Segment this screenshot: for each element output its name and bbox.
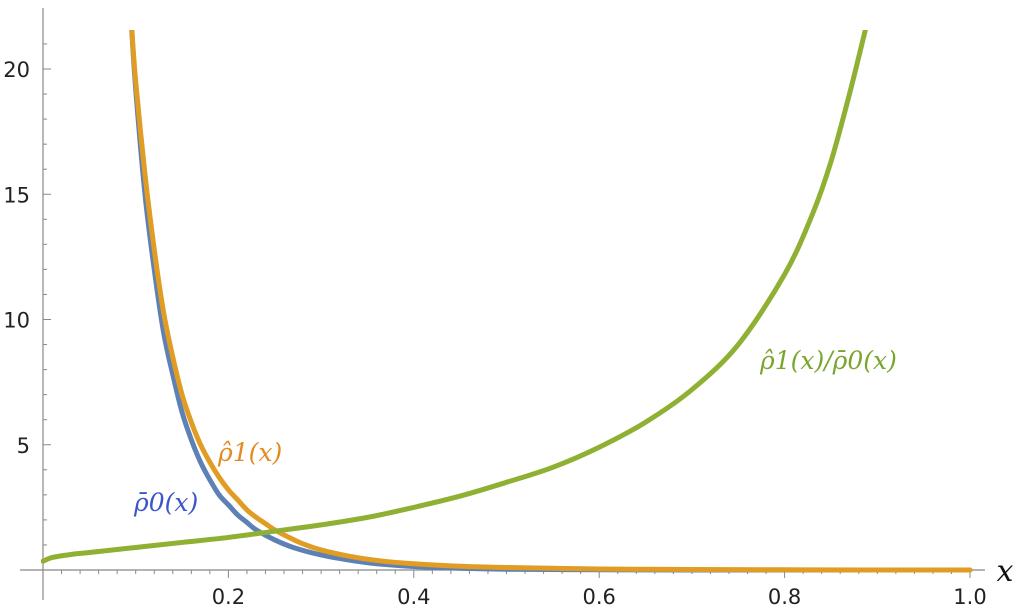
x-axis-title: x <box>997 554 1014 589</box>
x-tick-label: 0.4 <box>397 585 430 609</box>
series-label-ratio: ρ̂1(x)/ρ̄0(x) <box>759 346 897 375</box>
y-tick-label: 10 <box>3 309 30 333</box>
series-line-rho-hat-1 <box>129 30 973 573</box>
x-tick-label: 0.6 <box>582 585 615 609</box>
series-label-rho-bar-0: ρ̄0(x) <box>133 488 198 517</box>
series-line-rho-bar-0 <box>129 30 973 573</box>
series-label-rho-hat-1: ρ̂1(x) <box>217 438 282 467</box>
axes: 0.2 0.4 0.6 0.8 1.0 5 10 15 20 x <box>3 8 1014 609</box>
series-layer <box>41 30 973 573</box>
series-line-ratio <box>41 30 868 564</box>
y-tick-label: 15 <box>3 183 30 207</box>
y-tick-label: 5 <box>17 434 30 458</box>
x-tick-label: 1.0 <box>953 585 986 609</box>
y-tick-label: 20 <box>3 58 30 82</box>
series-labels: ρ̄0(x) ρ̂1(x) ρ̂1(x)/ρ̄0(x) <box>133 346 897 517</box>
x-tick-label: 0.2 <box>212 585 245 609</box>
x-tick-label: 0.8 <box>768 585 801 609</box>
